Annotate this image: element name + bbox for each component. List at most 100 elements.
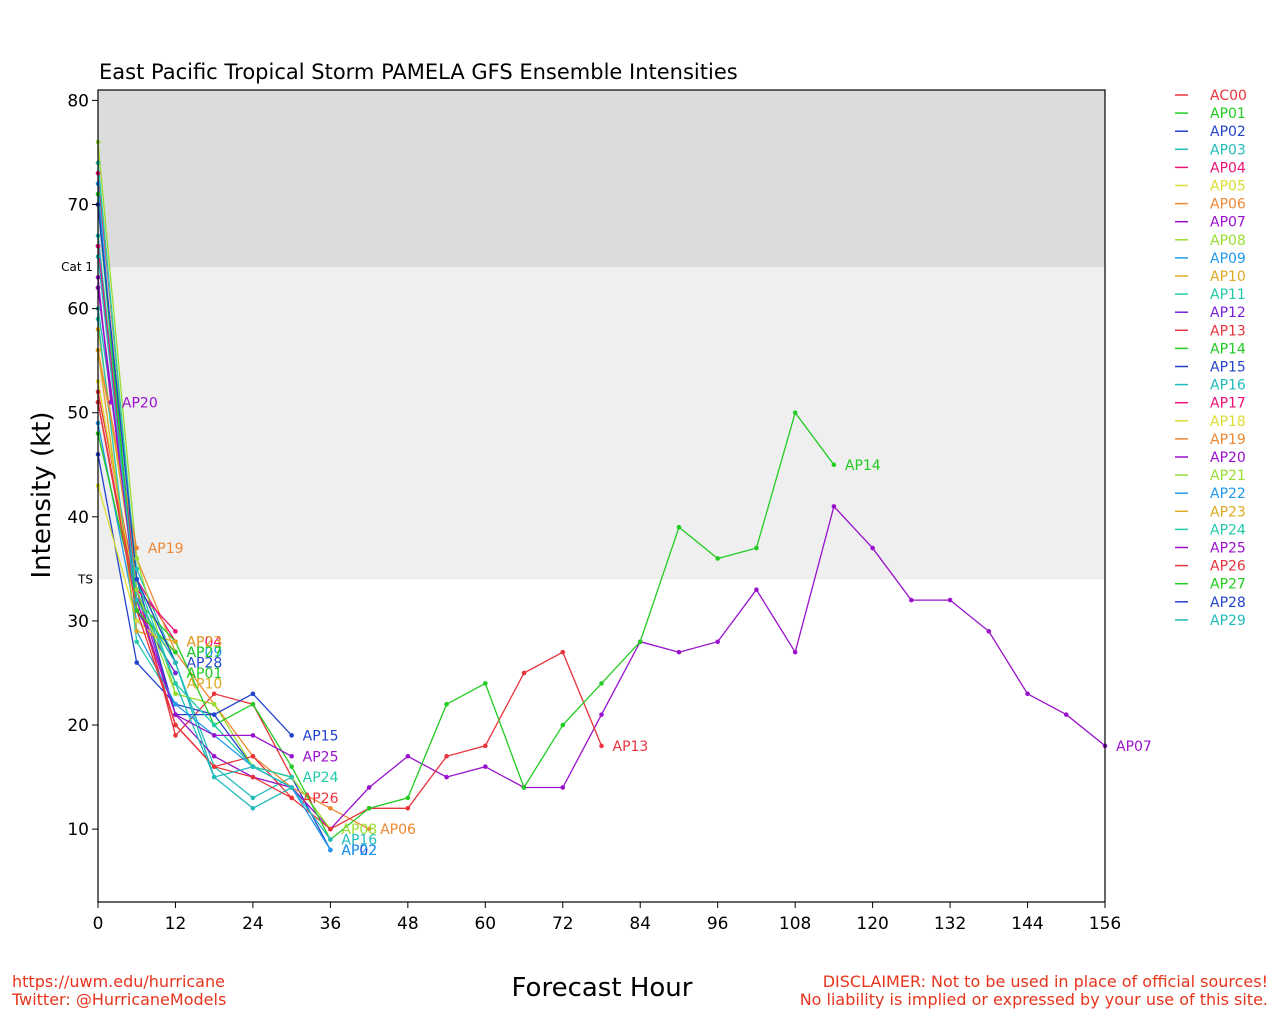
data-point-ap23	[173, 639, 178, 645]
end-label-ap27: AP27	[186, 645, 222, 661]
legend-entry-ap06: AP06	[1210, 197, 1246, 213]
data-point-ap07	[870, 545, 875, 551]
data-point-ap07	[366, 785, 372, 790]
data-point-ap19	[134, 545, 140, 551]
end-label-ap20: AP20	[122, 395, 158, 411]
legend-entry-ap22: AP22	[1210, 486, 1246, 502]
end-label-ap22: AP22	[341, 843, 377, 859]
category-bands: TS Cat 1	[61, 90, 1105, 586]
legend-entry-ap28: AP28	[1210, 595, 1246, 611]
legend-entry-ap26: AP26	[1210, 559, 1246, 575]
end-label-ap01: AP01	[186, 666, 222, 682]
data-point-ap02	[134, 660, 140, 665]
data-point-ap24	[173, 681, 178, 686]
data-point-ap25	[173, 712, 178, 717]
data-point-ap13	[250, 753, 256, 759]
x-tick-label: 84	[629, 914, 651, 934]
x-tick-label: 48	[397, 914, 419, 934]
data-point-ap16	[250, 806, 256, 811]
legend-entry-ap02: AP02	[1210, 124, 1246, 140]
data-point-ap06	[328, 806, 333, 811]
data-point-ap15	[250, 691, 256, 697]
data-point-ac00	[211, 691, 217, 697]
plot-frame	[97, 89, 1106, 903]
x-tick-label: 156	[1089, 914, 1121, 934]
y-tick-label: 60	[67, 300, 89, 320]
band-label: Cat 1	[61, 260, 93, 274]
legend-entry-ap15: AP15	[1210, 360, 1246, 376]
data-point-ap24	[211, 722, 217, 728]
data-point-ap07	[947, 597, 953, 603]
y-tick-label: 70	[67, 196, 89, 216]
data-point-ap15	[289, 733, 294, 738]
series-line-ap14	[97, 411, 835, 841]
x-tick-label: 132	[934, 914, 966, 934]
legend-entry-ap20: AP20	[1210, 450, 1246, 466]
y-axis-ticks: 10 20 30 40 50 60 70 80	[67, 91, 98, 840]
legend-entry-ac00: AC00	[1210, 88, 1247, 104]
data-point-ap08	[211, 701, 217, 707]
data-point-ap22	[173, 701, 178, 707]
end-label-ap08: AP08	[341, 822, 377, 838]
end-label-ap23: AP23	[186, 635, 222, 651]
legend-entry-ap18: AP18	[1210, 414, 1246, 430]
end-label-ap15: AP15	[303, 728, 339, 744]
data-point-ap14	[366, 806, 372, 811]
data-point-ap11	[134, 639, 140, 645]
data-point-ap03	[134, 566, 140, 572]
data-point-ap07	[211, 753, 217, 759]
website-link[interactable]: https://uwm.edu/hurricane	[12, 972, 225, 991]
twitter-handle[interactable]: Twitter: @HurricaneModels	[12, 990, 227, 1009]
data-point-ap13	[560, 649, 566, 655]
data-point-ap14	[405, 795, 411, 801]
disclaimer-line-1: DISCLAIMER: Not to be used in place of o…	[822, 972, 1268, 991]
data-point-ap15	[211, 712, 217, 717]
series-points	[95, 139, 1108, 853]
series-line-ap26	[97, 402, 293, 799]
data-point-ap12	[173, 670, 178, 676]
data-point-ap06	[366, 826, 372, 832]
data-point-ap07	[909, 597, 914, 603]
end-label-ap28: AP28	[186, 656, 222, 672]
legend-entry-ap16: AP16	[1210, 378, 1246, 394]
data-point-ap07	[1025, 691, 1030, 697]
x-tick-label: 12	[165, 914, 187, 934]
data-point-ap07	[483, 764, 488, 769]
end-label-ap07: AP07	[1116, 739, 1152, 755]
data-point-ap28	[134, 576, 140, 582]
data-point-ap23	[134, 629, 140, 634]
data-point-ap25	[289, 753, 294, 759]
series-end-labels: AP01 AP02 AP04 AP06 AP07 AP08 AP09 AP10 AP13 AP14…	[122, 395, 1152, 859]
data-point-ap13	[405, 806, 411, 811]
data-point-ap07	[444, 774, 449, 780]
data-point-ap27	[134, 608, 140, 613]
band-ts	[98, 266, 1105, 580]
x-axis-label: Forecast Hour	[512, 973, 693, 1003]
legend: AC00 AP01 AP02 AP03 AP04 AP05 AP06 AP07 AP08 AP09…	[1175, 88, 1247, 629]
data-point-ap14	[250, 701, 256, 707]
legend-entry-ap05: AP05	[1210, 179, 1246, 195]
end-label-ap24: AP24	[303, 770, 339, 786]
end-label-ap16: AP16	[341, 833, 377, 849]
y-axis-label: Intensity (kt)	[27, 412, 57, 579]
end-label-ap13: AP13	[613, 739, 649, 755]
data-point-ap22	[328, 847, 333, 853]
data-point-ap07	[676, 649, 682, 655]
end-label-ap09: AP09	[186, 645, 222, 661]
disclaimer-line-2: No liability is implied or expressed by …	[799, 990, 1268, 1009]
disclaimer: DISCLAIMER: Not to be used in place of o…	[800, 973, 1268, 1009]
end-label-ap19: AP19	[148, 541, 184, 557]
data-point-ap14	[560, 722, 566, 728]
data-point-ap07	[831, 504, 837, 509]
data-point-ap14	[521, 785, 527, 790]
end-label-ap25: AP25	[303, 749, 339, 765]
legend-entry-ap07: AP07	[1210, 215, 1246, 231]
data-point-ap29	[211, 774, 217, 780]
legend-entry-ap17: AP17	[1210, 396, 1246, 412]
data-point-ap21	[134, 587, 140, 592]
data-point-ap13	[599, 743, 604, 749]
end-label-ap02: AP02	[341, 843, 377, 859]
legend-entry-ap13: AP13	[1210, 323, 1246, 339]
band-cat-1	[98, 90, 1105, 267]
legend-entry-ap03: AP03	[1210, 142, 1246, 158]
